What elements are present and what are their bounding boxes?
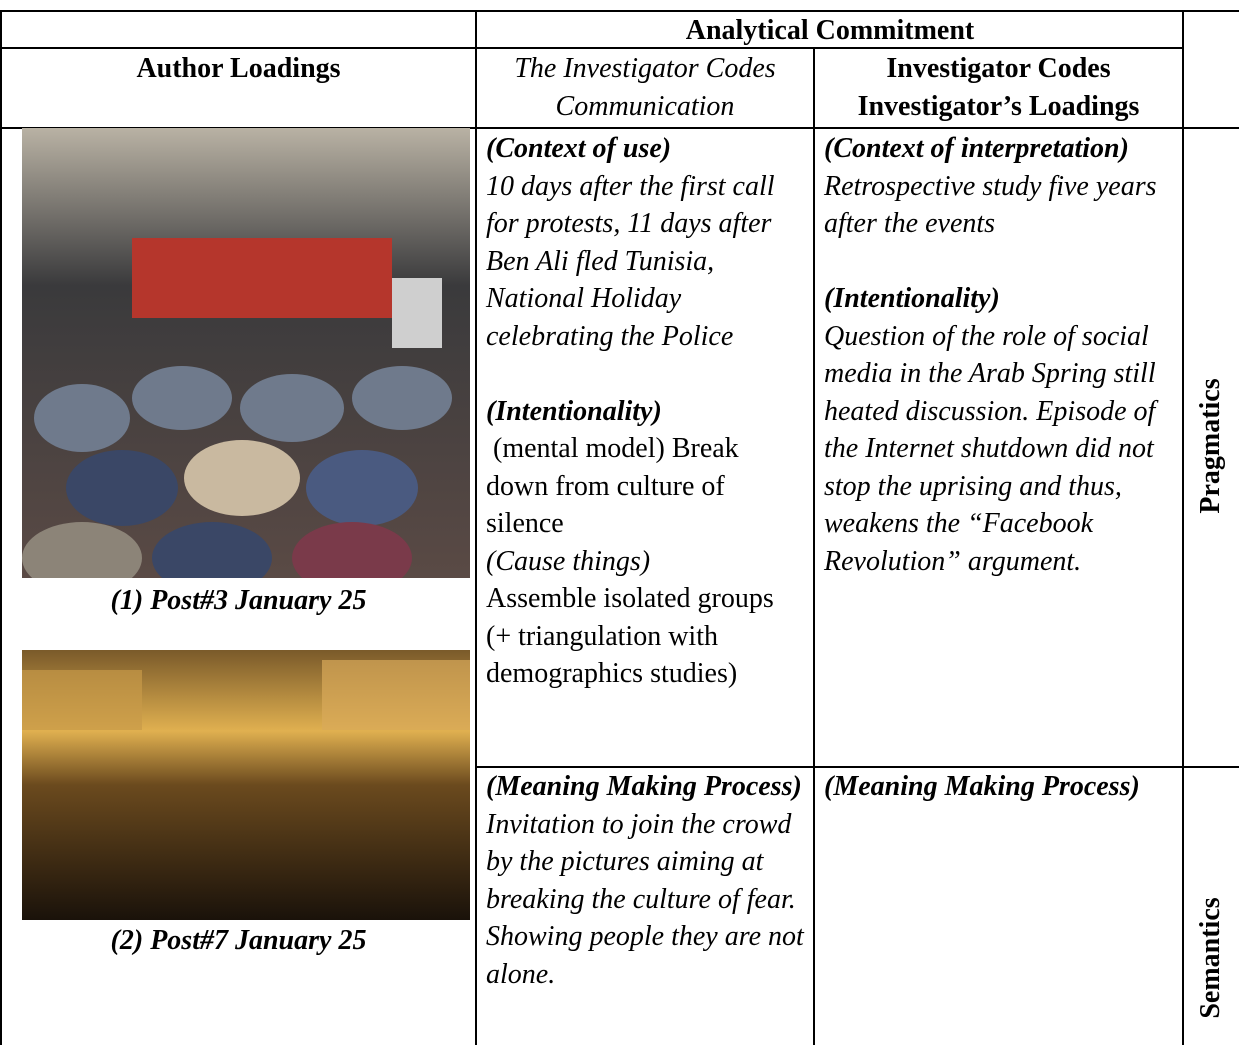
cell-text: (Context of use) (486, 133, 672, 164)
photo-prayer (22, 128, 470, 578)
table-border (0, 10, 2, 1045)
row-label: Pragmatics (1195, 378, 1226, 514)
cell-text: (Cause things) (486, 545, 651, 577)
cell-text: Showing people they are not alone. (486, 921, 811, 990)
table-border (1182, 10, 1184, 1045)
header-loadings: Investigator Codes Investigator’s Loadin… (857, 53, 1140, 122)
table-border (0, 127, 1239, 129)
cell-text: (Meaning Making Process) (824, 771, 1140, 802)
cell-text: Invitation to join the crowd by the pict… (486, 808, 799, 915)
table-border (476, 766, 1239, 768)
table-border (813, 47, 815, 1045)
photo-caption: (2) Post#7 January 25 (110, 925, 367, 956)
cell-text: (Intentionality) (486, 395, 662, 427)
table-border (475, 10, 477, 1045)
cell-text: 10 days after the first call for protest… (486, 170, 782, 352)
cell-text: Retrospective study five years after the… (824, 170, 1164, 240)
cell-text: (Context of interpretation) (824, 133, 1129, 164)
cell-text: (Meaning Making Process) (486, 771, 802, 802)
table-cell: (Context of use) 10 days after the first … (478, 130, 812, 693)
cell-text: (mental model) Break down from culture o… (486, 433, 746, 539)
table-cell: (Meaning Making Process) (816, 768, 1182, 806)
table-border (0, 47, 1183, 49)
cell-text: Assemble isolated groups (+ triangulatio… (486, 583, 781, 689)
header-communication: The Investigator Codes Communication (514, 53, 776, 122)
table-border (0, 10, 1239, 12)
cell-text: Question of the role of social media in … (824, 320, 1163, 577)
row-label: Semantics (1195, 897, 1226, 1019)
photo-caption: (1) Post#3 January 25 (110, 585, 367, 616)
table-cell: (Meaning Making Process) Invitation to jo… (478, 768, 812, 993)
header-group: Analytical Commitment (685, 15, 975, 46)
cell-text: (Intentionality) (824, 283, 1000, 314)
table-cell: (Context of interpretation) Retrospective… (816, 130, 1182, 580)
photo-crowd (22, 650, 470, 920)
header-author: Author Loadings (136, 53, 341, 84)
